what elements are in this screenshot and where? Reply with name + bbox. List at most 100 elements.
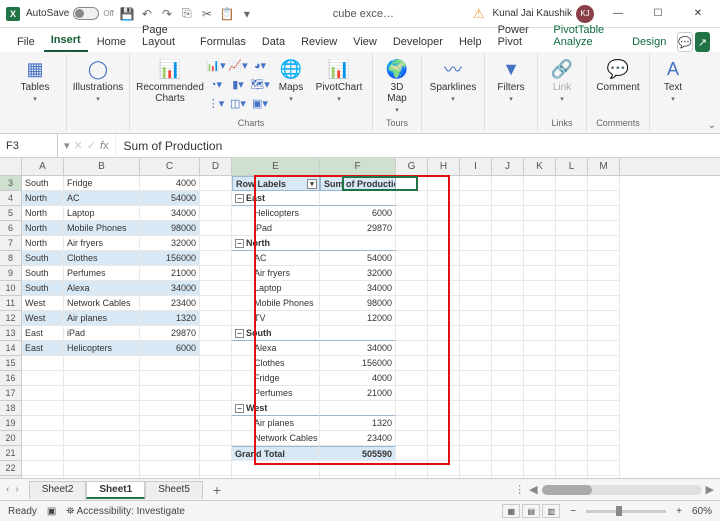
zoom-slider[interactable] xyxy=(586,510,666,513)
cell[interactable] xyxy=(492,356,524,371)
cell[interactable]: Network Cables xyxy=(64,296,140,311)
3dmap-button[interactable]: 🌍3D Map▾ xyxy=(379,56,415,116)
cell[interactable] xyxy=(556,341,588,356)
cell[interactable] xyxy=(64,476,140,478)
cell[interactable] xyxy=(460,191,492,206)
cell[interactable] xyxy=(396,236,428,251)
cell[interactable]: North xyxy=(22,221,64,236)
pivot-filter-dropdown[interactable]: ▾ xyxy=(307,179,317,189)
worksheet-grid[interactable]: ABCDEFGHIJKLM 3SouthFridge4000Row Labels… xyxy=(0,158,720,478)
copy-icon[interactable]: ⎘ xyxy=(180,7,194,21)
cell[interactable] xyxy=(428,461,460,476)
cell[interactable] xyxy=(200,296,232,311)
cell[interactable]: Row Labels▾ xyxy=(232,176,320,191)
cell[interactable] xyxy=(588,296,620,311)
cell[interactable] xyxy=(428,206,460,221)
ribbon-collapse-icon[interactable]: ⌄ xyxy=(708,120,716,131)
cell[interactable]: Air planes xyxy=(64,311,140,326)
col-header-F[interactable]: F xyxy=(320,158,396,175)
pivotchart-button[interactable]: 📊PivotChart▾ xyxy=(312,56,366,105)
cell[interactable] xyxy=(492,401,524,416)
menu-tab-pivottable-analyze[interactable]: PivotTable Analyze xyxy=(546,20,623,52)
cell[interactable]: 4000 xyxy=(140,176,200,191)
row-header[interactable]: 14 xyxy=(0,341,22,356)
document-title[interactable]: cube exce… xyxy=(258,8,469,20)
menu-tab-developer[interactable]: Developer xyxy=(386,32,450,52)
combo-chart-icon[interactable]: ◫▾ xyxy=(228,94,248,112)
namebox-dropdown-icon[interactable]: ▾ xyxy=(64,139,70,152)
cell[interactable] xyxy=(428,281,460,296)
sheet-tab-sheet2[interactable]: Sheet2 xyxy=(29,481,87,499)
cell[interactable] xyxy=(140,476,200,478)
cell[interactable]: North xyxy=(22,236,64,251)
cell[interactable] xyxy=(556,476,588,478)
sheet-tab-sheet1[interactable]: Sheet1 xyxy=(86,481,145,499)
cell[interactable]: South xyxy=(22,251,64,266)
macro-icon[interactable]: ▣ xyxy=(47,506,56,517)
cell[interactable] xyxy=(22,461,64,476)
cell[interactable] xyxy=(396,386,428,401)
cell[interactable] xyxy=(428,176,460,191)
cell[interactable]: Laptop xyxy=(232,281,320,296)
cell[interactable]: Mobile Phones xyxy=(232,296,320,311)
col-header-L[interactable]: L xyxy=(556,158,588,175)
cell[interactable]: 32000 xyxy=(140,236,200,251)
cell[interactable] xyxy=(396,326,428,341)
cell[interactable] xyxy=(428,386,460,401)
cell[interactable]: 98000 xyxy=(320,296,396,311)
cell[interactable] xyxy=(588,461,620,476)
scatter-chart-icon[interactable]: ⋮▾ xyxy=(206,94,226,112)
row-header[interactable]: 15 xyxy=(0,356,22,371)
cell[interactable] xyxy=(556,296,588,311)
col-header-M[interactable]: M xyxy=(588,158,620,175)
zoom-in-button[interactable]: + xyxy=(676,506,682,517)
menu-tab-view[interactable]: View xyxy=(346,32,384,52)
hscroll-left-icon[interactable]: ◀ xyxy=(529,483,537,496)
cell[interactable] xyxy=(428,401,460,416)
cell[interactable]: 54000 xyxy=(320,251,396,266)
cell[interactable] xyxy=(588,191,620,206)
illustrations-button[interactable]: ◯Illustrations▾ xyxy=(73,56,123,105)
cell[interactable] xyxy=(320,236,396,251)
formula-input[interactable]: Sum of Production xyxy=(116,139,720,153)
cell[interactable]: Air fryers xyxy=(64,236,140,251)
col-header-C[interactable]: C xyxy=(140,158,200,175)
link-button[interactable]: 🔗Link▾ xyxy=(544,56,580,105)
cell[interactable] xyxy=(428,476,460,478)
cell[interactable] xyxy=(396,251,428,266)
cell[interactable] xyxy=(588,401,620,416)
cut-icon[interactable]: ✂ xyxy=(200,7,214,21)
cell[interactable] xyxy=(460,386,492,401)
pivot-collapse-icon[interactable]: − xyxy=(235,404,244,413)
cell[interactable]: Clothes xyxy=(232,356,320,371)
cell[interactable]: 21000 xyxy=(320,386,396,401)
cell[interactable] xyxy=(396,401,428,416)
cell[interactable] xyxy=(396,206,428,221)
cell[interactable] xyxy=(524,341,556,356)
warning-icon[interactable]: ⚠ xyxy=(473,6,485,22)
cell[interactable] xyxy=(556,461,588,476)
cell[interactable] xyxy=(428,296,460,311)
cell[interactable]: Alexa xyxy=(232,341,320,356)
col-header-D[interactable]: D xyxy=(200,158,232,175)
cell[interactable] xyxy=(396,446,428,461)
cell[interactable] xyxy=(524,236,556,251)
cell[interactable] xyxy=(492,476,524,478)
cell[interactable] xyxy=(428,221,460,236)
cell[interactable] xyxy=(396,221,428,236)
cell[interactable] xyxy=(140,461,200,476)
cell[interactable]: iPad xyxy=(64,326,140,341)
cell[interactable]: Network Cables xyxy=(232,431,320,446)
cell[interactable] xyxy=(556,431,588,446)
redo-icon[interactable]: ↷ xyxy=(160,7,174,21)
cell[interactable]: Perfumes xyxy=(64,266,140,281)
cell[interactable] xyxy=(22,446,64,461)
cell[interactable] xyxy=(460,266,492,281)
cell[interactable] xyxy=(140,416,200,431)
cell[interactable] xyxy=(492,371,524,386)
comment-button[interactable]: 💬Comment xyxy=(593,56,643,95)
page-break-button[interactable]: ▥ xyxy=(542,504,560,518)
cell[interactable] xyxy=(492,176,524,191)
cell[interactable] xyxy=(588,176,620,191)
cell[interactable] xyxy=(492,431,524,446)
